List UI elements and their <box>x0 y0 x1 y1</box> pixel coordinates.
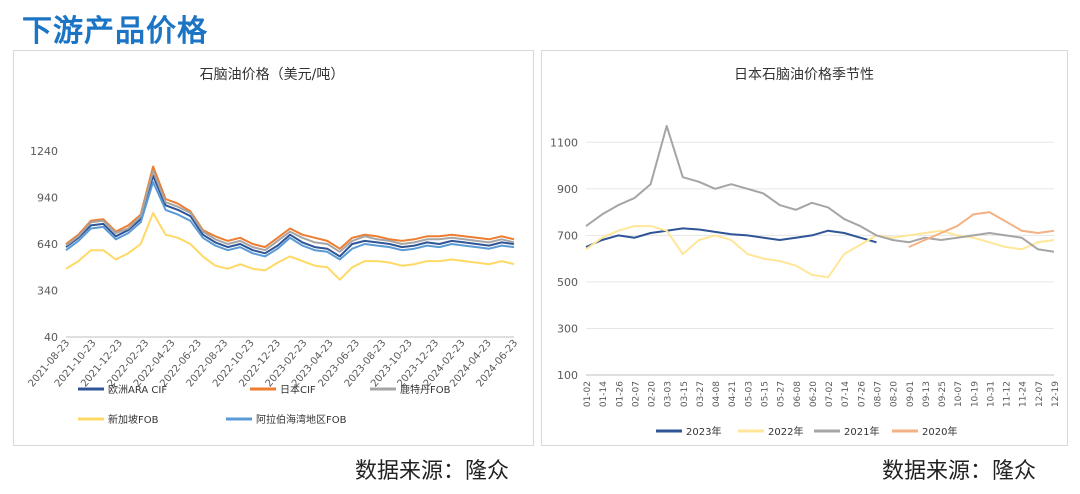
y-tick-label: 940 <box>37 192 58 205</box>
y-tick-label: 300 <box>557 322 578 335</box>
series-line <box>65 170 515 253</box>
x-tick-label: 12-07 <box>1035 381 1045 407</box>
x-tick-label: 04-21 <box>728 381 738 407</box>
series-line <box>585 125 1055 253</box>
y-tick-label: 900 <box>557 183 578 196</box>
x-tick-label: 03-27 <box>696 381 706 407</box>
legend-label: 日本CIF <box>280 383 316 396</box>
chart-title: 日本石脑油价格季节性 <box>734 67 874 83</box>
data-source-right: 数据来源：隆众 <box>882 459 1037 484</box>
x-tick-label: 05-03 <box>744 381 754 407</box>
x-tick-label: 10-07 <box>954 381 964 407</box>
y-tick-label: 1240 <box>30 145 58 158</box>
x-tick-label: 09-13 <box>922 381 932 407</box>
x-tick-label: 10-19 <box>970 381 980 407</box>
y-tick-label: 640 <box>37 238 58 251</box>
legend-label: 2020年 <box>922 425 957 438</box>
legend-label: 欧洲ARA CIF <box>108 384 167 396</box>
legend-label: 2022年 <box>768 425 803 438</box>
legend-label: 2023年 <box>686 425 721 438</box>
x-tick-label: 06-20 <box>809 381 819 407</box>
x-tick-label: 11-24 <box>1019 381 1029 407</box>
series-line <box>65 165 515 250</box>
chart-title: 石脑油价格（美元/吨） <box>200 67 345 83</box>
x-tick-label: 01-26 <box>615 381 625 407</box>
x-tick-label: 08-07 <box>873 381 883 407</box>
page-title: 下游产品价格 <box>22 14 208 49</box>
japan-seasonality-chart: 日本石脑油价格季节性 100 300 500 700 900 1100 01-02 01-14 0… <box>550 67 1061 438</box>
x-tick-label: 02-07 <box>631 381 641 407</box>
legend-label: 阿拉伯海湾地区FOB <box>256 413 347 426</box>
x-tick-label: 12-19 <box>1051 381 1061 407</box>
x-tick-label: 03-15 <box>680 381 690 407</box>
x-tick-label: 06-08 <box>793 381 803 407</box>
x-tick-label: 09-01 <box>906 381 916 407</box>
x-tick-label: 02-20 <box>648 381 658 407</box>
series-line <box>585 227 877 248</box>
y-tick-label: 340 <box>37 285 58 298</box>
x-tick-label: 07-02 <box>825 381 835 407</box>
x-tick-label: 09-25 <box>938 381 948 407</box>
series-line <box>908 211 1055 248</box>
x-tick-label: 05-15 <box>761 381 771 407</box>
y-tick-label: 700 <box>557 229 578 242</box>
x-tick-label: 07-14 <box>841 381 851 407</box>
y-tick-label: 1100 <box>550 136 578 149</box>
legend-label: 鹿特丹FOB <box>400 383 451 396</box>
legend-label: 2021年 <box>844 425 879 438</box>
chart-panel-naphtha-price: 石脑油价格（美元/吨） 40 340 640 940 1240 2021-08-23 2021… <box>13 50 534 446</box>
x-tick-label: 07-26 <box>857 381 867 407</box>
y-tick-label: 40 <box>44 331 58 344</box>
x-tick-label: 01-02 <box>583 381 593 407</box>
chart-panel-japan-seasonality: 日本石脑油价格季节性 100 300 500 700 900 1100 01-02 01-14 0… <box>541 50 1068 446</box>
x-tick-label: 11-12 <box>1003 381 1013 407</box>
series-line <box>585 225 1055 279</box>
legend-label: 新加坡FOB <box>108 413 159 426</box>
series-line <box>65 181 515 261</box>
x-tick-label: 10-31 <box>986 381 996 407</box>
series-line <box>65 212 515 281</box>
data-source-left: 数据来源：隆众 <box>355 459 510 484</box>
x-tick-label: 08-20 <box>890 381 900 407</box>
y-tick-label: 500 <box>557 276 578 289</box>
y-tick-label: 100 <box>557 369 578 382</box>
x-tick-label: 05-27 <box>777 381 787 407</box>
x-tick-label: 04-08 <box>712 381 722 407</box>
x-tick-label: 03-03 <box>664 381 674 407</box>
naphtha-price-chart: 石脑油价格（美元/吨）4034064094012402021-08-232021… <box>27 67 521 426</box>
x-tick-label: 01-14 <box>599 381 609 407</box>
